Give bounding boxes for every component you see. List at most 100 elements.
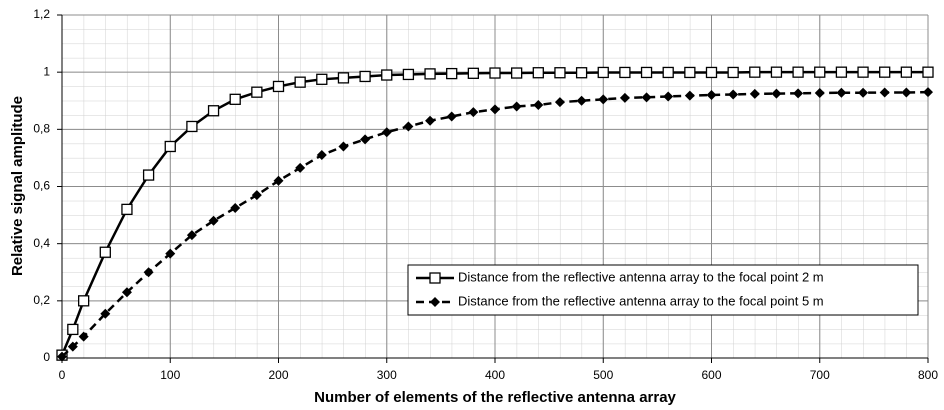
marker [576,95,587,106]
x-axis-label: Number of elements of the reflective ant… [314,389,676,406]
marker [121,203,133,216]
marker [619,66,631,79]
marker [597,66,609,79]
marker [836,87,847,98]
marker [425,115,436,126]
marker [770,66,783,78]
marker [229,93,241,105]
marker [467,67,480,79]
marker [900,66,912,78]
marker [208,215,219,226]
marker [662,66,674,79]
marker [663,91,674,102]
y-tick-label: 0,2 [33,293,50,307]
marker [575,67,588,79]
x-tick-label: 700 [810,368,830,382]
marker [511,101,522,112]
y-tick-label: 0,4 [33,236,50,250]
marker [793,88,804,99]
marker [294,76,306,88]
marker [684,90,695,101]
y-tick-label: 0 [43,350,50,364]
marker [142,169,155,181]
marker [727,66,739,79]
marker [403,121,414,132]
marker [78,331,89,342]
marker [337,72,350,84]
marker [430,297,440,307]
marker [57,351,67,362]
marker [489,67,501,79]
marker [640,66,653,79]
marker [684,66,696,79]
marker [554,97,565,108]
marker [510,67,523,79]
legend-label: Distance from the reflective antenna arr… [458,293,824,308]
marker [381,127,392,138]
marker [468,107,479,118]
marker [359,70,371,83]
marker [67,341,78,352]
marker [749,66,761,78]
marker [771,88,782,99]
marker [164,140,176,153]
y-tick-label: 0,8 [33,122,50,136]
legend [407,264,919,316]
marker [705,66,718,79]
legend-label: Distance from the reflective antenna arr… [458,269,824,284]
marker [251,86,263,98]
marker [814,66,826,78]
marker [100,308,111,319]
marker [533,100,544,111]
marker [186,120,198,133]
x-tick-label: 0 [59,368,66,382]
marker [143,267,154,278]
y-tick-label: 1,2 [33,7,50,21]
marker [316,73,328,85]
marker [207,105,220,117]
marker [532,67,544,79]
y-axis-label: Relative signal amplitude [9,96,26,276]
marker [641,92,652,103]
marker [879,66,891,78]
y-tick-label: 1 [43,64,50,78]
marker [99,246,111,258]
marker [922,66,934,78]
marker [728,89,739,100]
x-tick-label: 200 [268,368,288,382]
y-tick-label: 0,6 [33,179,50,193]
marker [360,134,371,145]
marker [295,162,306,173]
marker [858,87,869,98]
marker [429,272,441,284]
marker [230,202,241,213]
marker [792,66,804,78]
marker [598,94,609,105]
marker [251,190,262,201]
x-tick-label: 600 [701,368,721,382]
marker [381,69,393,81]
marker [121,287,132,298]
marker [835,66,848,78]
marker [424,68,436,80]
marker [554,67,566,79]
marker [316,150,327,161]
marker [879,87,890,98]
marker [78,295,90,307]
marker [490,104,500,115]
marker [165,248,176,259]
marker [402,68,415,81]
marker [706,90,717,101]
x-tick-label: 400 [485,368,505,382]
marker [338,141,349,152]
marker [814,88,825,99]
marker [619,92,630,103]
x-tick-label: 300 [377,368,397,382]
x-tick-label: 100 [160,368,180,382]
marker [186,230,197,241]
marker [273,175,284,186]
marker [272,80,285,93]
marker [923,87,933,98]
marker [857,66,869,78]
